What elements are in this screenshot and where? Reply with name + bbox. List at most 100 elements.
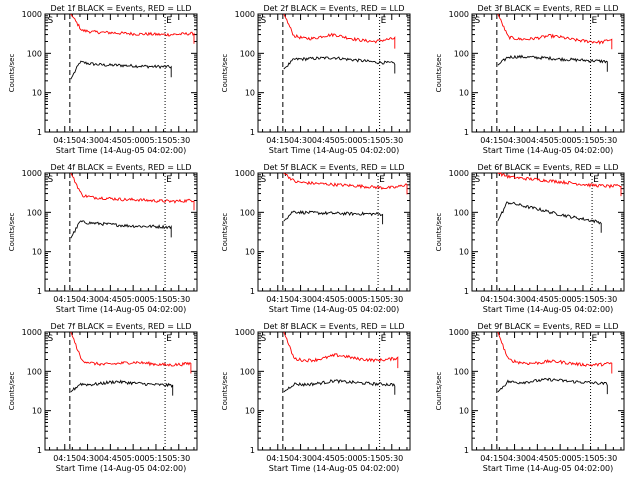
- x-tick-label: 04:15: [266, 136, 289, 145]
- x-tick-label: 04:15: [266, 454, 289, 463]
- series-lld-line: [70, 331, 192, 374]
- marker-e-label: E: [593, 175, 599, 185]
- x-tick-label: 04:30: [76, 136, 99, 145]
- series-events-line: [70, 60, 172, 80]
- chart-title: Det 7f BLACK = Events, RED = LLD: [50, 322, 191, 331]
- plot-frame: [44, 331, 198, 451]
- x-tick-label: 05:30: [167, 136, 190, 145]
- marker-s-label: S: [475, 334, 481, 344]
- y-tick-label: 1: [37, 128, 42, 137]
- x-tick-label: 05:00: [549, 295, 572, 304]
- series-events-line: [70, 379, 174, 396]
- x-tick-label: 04:45: [99, 136, 122, 145]
- x-tick-label: 04:15: [266, 295, 289, 304]
- marker-s-label: S: [261, 334, 267, 344]
- x-tick-label: 05:00: [335, 295, 358, 304]
- x-tick-label: 05:00: [549, 454, 572, 463]
- x-tick-label: 05:30: [594, 136, 617, 145]
- x-tick-label: 05:30: [167, 454, 190, 463]
- x-tick-label: 05:30: [594, 295, 617, 304]
- x-tick-label: 04:15: [53, 295, 76, 304]
- y-tick-label: 1000: [235, 10, 255, 19]
- chart-title: Det 5f BLACK = Events, RED = LLD: [263, 163, 404, 172]
- x-tick-label: 05:30: [380, 295, 403, 304]
- x-axis-label: Start Time (14-Aug-05 04:02:00): [269, 305, 400, 314]
- x-tick-label: 05:00: [549, 136, 572, 145]
- y-tick-label: 1: [250, 446, 255, 455]
- x-tick-label: 04:45: [99, 295, 122, 304]
- x-tick-label: 04:15: [53, 454, 76, 463]
- x-tick-label: 05:15: [571, 136, 594, 145]
- y-tick-label: 100: [454, 367, 469, 376]
- y-tick-label: 10: [245, 89, 255, 98]
- x-tick-label: 04:45: [99, 454, 122, 463]
- chart-title: Det 2f BLACK = Events, RED = LLD: [263, 4, 404, 13]
- y-tick-label: 100: [27, 208, 42, 217]
- x-tick-label: 05:15: [357, 136, 380, 145]
- series-events-line: [497, 201, 602, 233]
- y-tick-label: 100: [454, 49, 469, 58]
- marker-e-label: E: [592, 16, 598, 26]
- x-tick-label: 04:45: [312, 136, 335, 145]
- y-tick-label: 1: [464, 446, 469, 455]
- x-tick-label: 05:00: [122, 295, 145, 304]
- y-tick-label: 1: [464, 287, 469, 296]
- plot-frame: [257, 172, 411, 292]
- chart-panel-8: Det 8f BLACK = Events, RED = LLD 1 10 100 10…: [221, 322, 411, 473]
- x-axis-label: Start Time (14-Aug-05 04:02:00): [56, 146, 187, 155]
- chart-title: Det 3f BLACK = Events, RED = LLD: [477, 4, 618, 13]
- y-tick-label: 1: [37, 446, 42, 455]
- x-tick-label: 05:00: [122, 454, 145, 463]
- chart-panel-1: Det 1f BLACK = Events, RED = LLD 1 10 100 10…: [8, 4, 198, 155]
- plot-frame: [44, 13, 198, 133]
- x-tick-label: 05:15: [144, 136, 167, 145]
- chart-panel-6: Det 6f BLACK = Events, RED = LLD 1 10 100 10…: [435, 163, 625, 314]
- chart-panel-4: Det 4f BLACK = Events, RED = LLD 1 10 100 10…: [8, 163, 198, 314]
- y-tick-label: 100: [454, 208, 469, 217]
- x-tick-label: 04:30: [76, 454, 99, 463]
- x-tick-label: 04:30: [76, 295, 99, 304]
- x-tick-label: 04:45: [312, 295, 335, 304]
- x-tick-label: 05:30: [167, 295, 190, 304]
- x-tick-label: 05:15: [571, 454, 594, 463]
- y-tick-label: 10: [245, 407, 255, 416]
- x-tick-label: 04:45: [526, 295, 549, 304]
- y-axis-label: Counts/sec: [221, 372, 229, 411]
- y-tick-label: 1: [250, 128, 255, 137]
- x-tick-label: 05:15: [144, 454, 167, 463]
- plot-frame: [471, 13, 625, 133]
- x-tick-label: 05:00: [122, 136, 145, 145]
- y-tick-label: 10: [245, 248, 255, 257]
- marker-e-label: E: [592, 334, 598, 344]
- y-axis-label: Counts/sec: [8, 213, 16, 252]
- x-axis-label: Start Time (14-Aug-05 04:02:00): [56, 305, 187, 314]
- x-tick-label: 04:15: [480, 295, 503, 304]
- series-events-line: [497, 54, 608, 72]
- x-tick-label: 05:15: [357, 295, 380, 304]
- marker-e-label: E: [166, 334, 172, 344]
- chart-panel-2: Det 2f BLACK = Events, RED = LLD 1 10 100 10…: [221, 4, 411, 155]
- chart-panel-5: Det 5f BLACK = Events, RED = LLD 1 10 100 10…: [221, 163, 411, 314]
- x-tick-label: 04:15: [53, 136, 76, 145]
- y-tick-label: 1000: [449, 10, 469, 19]
- series-lld-line: [283, 172, 408, 195]
- y-tick-label: 1: [37, 287, 42, 296]
- chart-panel-7: Det 7f BLACK = Events, RED = LLD 1 10 100 10…: [8, 322, 198, 473]
- y-tick-label: 1000: [22, 169, 42, 178]
- x-tick-label: 05:30: [380, 136, 403, 145]
- x-tick-label: 04:30: [289, 136, 312, 145]
- y-axis-label: Counts/sec: [221, 54, 229, 93]
- x-tick-label: 05:00: [335, 136, 358, 145]
- plot-frame: [471, 172, 625, 292]
- chart-panel-3: Det 3f BLACK = Events, RED = LLD 1 10 100 10…: [435, 4, 625, 155]
- x-axis-label: Start Time (14-Aug-05 04:02:00): [483, 305, 614, 314]
- y-tick-label: 1000: [449, 328, 469, 337]
- y-tick-label: 1000: [449, 169, 469, 178]
- y-tick-label: 1: [464, 128, 469, 137]
- y-axis-label: Counts/sec: [8, 372, 16, 411]
- marker-e-label: E: [379, 175, 385, 185]
- marker-s-label: S: [48, 334, 54, 344]
- marker-e-label: E: [381, 16, 387, 26]
- chart-title: Det 1f BLACK = Events, RED = LLD: [50, 4, 191, 13]
- y-axis-label: Counts/sec: [435, 372, 443, 411]
